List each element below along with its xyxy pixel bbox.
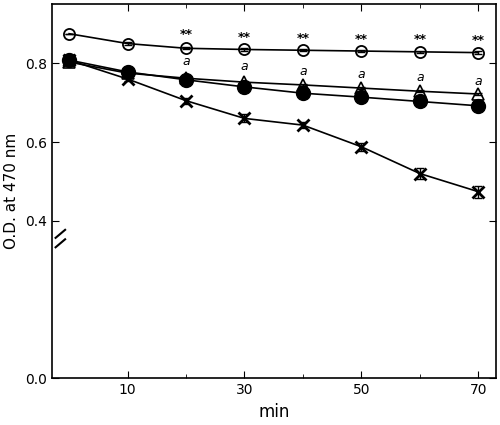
- Text: **: **: [414, 97, 426, 107]
- Y-axis label: O.D. at 470 nm: O.D. at 470 nm: [4, 133, 19, 249]
- Text: **: **: [472, 34, 485, 47]
- Text: **: **: [472, 102, 484, 111]
- Text: **: **: [180, 76, 192, 86]
- Text: **: **: [297, 88, 309, 98]
- Text: **: **: [180, 28, 192, 41]
- Text: **: **: [296, 32, 310, 45]
- Text: a: a: [299, 65, 306, 78]
- Text: **: **: [355, 33, 368, 45]
- Text: a: a: [416, 71, 424, 84]
- Text: a: a: [474, 75, 482, 88]
- Text: **: **: [414, 33, 426, 46]
- Text: a: a: [182, 55, 190, 68]
- Text: a: a: [240, 60, 248, 73]
- Text: **: **: [356, 92, 368, 102]
- Text: **: **: [238, 82, 250, 92]
- X-axis label: min: min: [258, 403, 290, 421]
- Text: **: **: [238, 31, 251, 44]
- Text: a: a: [358, 68, 365, 81]
